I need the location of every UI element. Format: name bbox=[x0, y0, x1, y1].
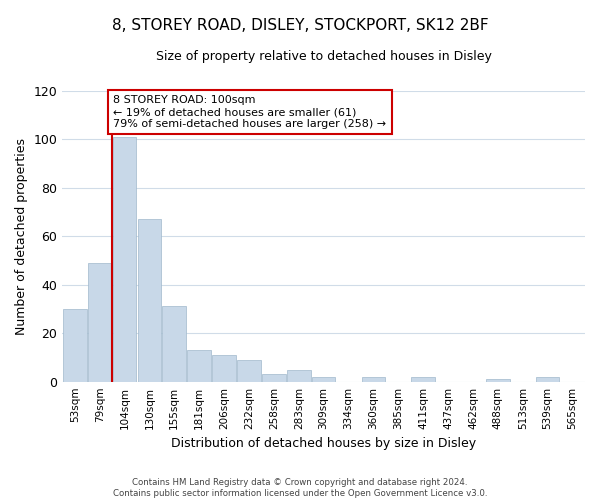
Bar bbox=[412, 377, 435, 382]
Bar bbox=[262, 374, 286, 382]
Bar bbox=[362, 377, 385, 382]
Bar bbox=[237, 360, 261, 382]
Y-axis label: Number of detached properties: Number of detached properties bbox=[15, 138, 28, 334]
Bar bbox=[536, 377, 559, 382]
Bar bbox=[88, 263, 112, 382]
Bar bbox=[63, 309, 86, 382]
Bar bbox=[486, 380, 510, 382]
Text: 8, STOREY ROAD, DISLEY, STOCKPORT, SK12 2BF: 8, STOREY ROAD, DISLEY, STOCKPORT, SK12 … bbox=[112, 18, 488, 32]
Bar bbox=[137, 219, 161, 382]
Bar bbox=[287, 370, 311, 382]
Bar bbox=[113, 136, 136, 382]
Title: Size of property relative to detached houses in Disley: Size of property relative to detached ho… bbox=[156, 50, 491, 63]
Text: Contains HM Land Registry data © Crown copyright and database right 2024.
Contai: Contains HM Land Registry data © Crown c… bbox=[113, 478, 487, 498]
X-axis label: Distribution of detached houses by size in Disley: Distribution of detached houses by size … bbox=[171, 437, 476, 450]
Bar bbox=[212, 355, 236, 382]
Bar bbox=[312, 377, 335, 382]
Text: 8 STOREY ROAD: 100sqm
← 19% of detached houses are smaller (61)
79% of semi-deta: 8 STOREY ROAD: 100sqm ← 19% of detached … bbox=[113, 96, 386, 128]
Bar bbox=[187, 350, 211, 382]
Bar bbox=[163, 306, 186, 382]
